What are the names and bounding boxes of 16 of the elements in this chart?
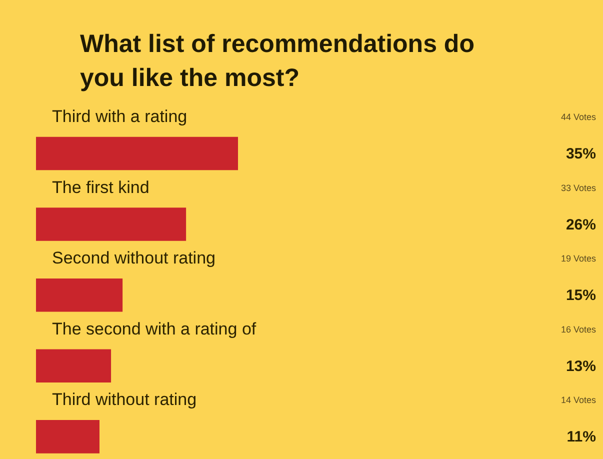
y-tick-label: Third without rating [52,390,197,410]
data-label: 26% [566,216,596,234]
data-label: 35% [566,146,596,162]
text: 14 Votes [560,395,596,406]
y-tick-label: Second without rating [52,248,216,268]
text: 44 Votes [560,112,596,122]
data-label: 11% [566,428,596,446]
text: 33 Votes [560,182,596,193]
text: 16 Votes [560,324,596,334]
data-label: 15% [566,287,596,304]
y-tick-label: The second with a rating of [52,319,256,338]
text: 19 Votes [560,254,596,264]
y-tick-label: The first kind [52,178,150,197]
chart-title: What list of recommendations do you like the most? [80,30,474,92]
y-tick-label: Third with a rating [52,107,188,126]
data-label: 13% [566,358,596,375]
